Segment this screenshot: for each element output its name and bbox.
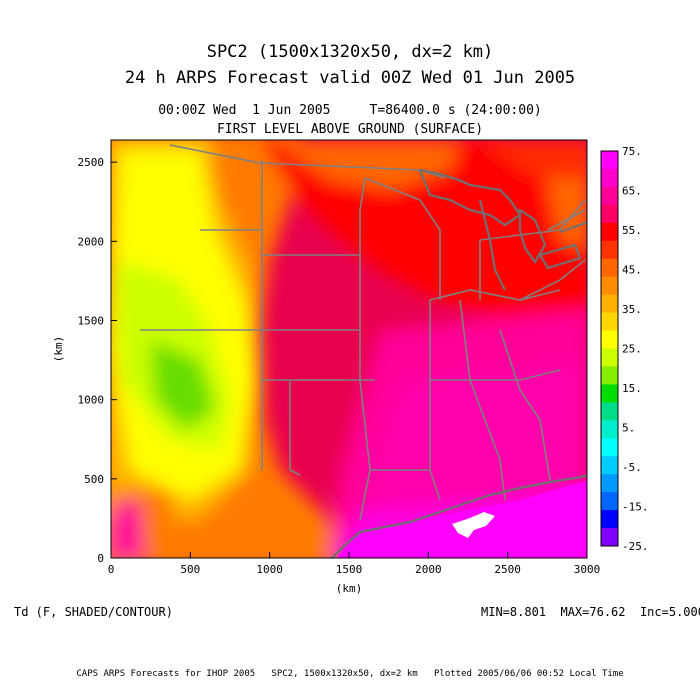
- x-tick-label: 500: [180, 563, 200, 576]
- y-tick-label: 0: [97, 552, 104, 565]
- y-tick-label: 500: [84, 473, 104, 486]
- colorbar-swatch: [601, 168, 618, 188]
- x-axis: 0 500 1000 1500 2000 2500 3000: [108, 552, 601, 576]
- colorbar-swatch: [601, 402, 618, 421]
- colorbar: 75. 65. 55. 45. 35. 25. 15. 5. -5. -15. -25.: [600, 145, 649, 553]
- y-tick-label: 2000: [78, 235, 105, 248]
- colorbar-swatch: [601, 312, 618, 332]
- colorbar-label: -15.: [622, 501, 649, 514]
- colorbar-swatch: [601, 348, 618, 367]
- colorbar-swatch: [601, 294, 618, 314]
- x-axis-label: (km): [336, 582, 363, 595]
- colorbar-swatch: [601, 456, 618, 475]
- colorbar-swatch: [601, 420, 618, 439]
- colorbar-swatch: [601, 366, 618, 385]
- x-tick-label: 1000: [256, 563, 283, 576]
- colorbar-swatch: [601, 474, 618, 493]
- colorbar-swatch: [601, 384, 618, 403]
- colorbar-label: 25.: [622, 343, 642, 356]
- colorbar-label: 65.: [622, 185, 642, 198]
- x-tick-label: 2500: [494, 563, 521, 576]
- x-tick-label: 0: [108, 563, 115, 576]
- colorbar-label: 15.: [622, 382, 642, 395]
- colorbar-swatch: [601, 528, 618, 547]
- colorbar-frame: [600, 150, 619, 547]
- colorbar-swatch: [601, 151, 618, 170]
- credit-line: CAPS ARPS Forecasts for IHOP 2005 SPC2, …: [76, 669, 624, 679]
- field-variable-label: Td (F, SHADED/CONTOUR): [14, 605, 173, 619]
- field-statistics: MIN=8.801 MAX=76.62 Inc=5.000: [481, 605, 700, 619]
- colorbar-label: 35.: [622, 303, 642, 316]
- y-axis-label: (km): [52, 336, 65, 363]
- colorbar-swatch: [601, 276, 618, 296]
- colorbar-swatch: [601, 492, 618, 511]
- y-tick-label: 1000: [78, 394, 105, 407]
- time-line: 00:00Z Wed 1 Jun 2005 T=86400.0 s (24:00…: [158, 103, 542, 118]
- y-axis: 0 500 1000 1500 2000 2500: [78, 156, 117, 565]
- colorbar-label: 5.: [622, 422, 635, 435]
- colorbar-swatch: [601, 204, 618, 224]
- colorbar-label: 75.: [622, 145, 642, 158]
- y-tick-label: 1500: [78, 315, 105, 328]
- colorbar-swatch: [601, 258, 618, 278]
- colorbar-swatch: [601, 240, 618, 260]
- coastlines: [330, 168, 587, 558]
- colorbar-swatch: [601, 222, 618, 242]
- colorbar-label: 45.: [622, 264, 642, 277]
- state-boundaries: [140, 144, 586, 521]
- colorbar-swatch: [601, 330, 618, 349]
- title-line-1: SPC2 (1500x1320x50, dx=2 km): [206, 42, 494, 62]
- colorbar-swatch: [601, 510, 618, 529]
- colorbar-swatch: [601, 438, 618, 457]
- colorbar-swatch: [601, 186, 618, 206]
- colorbar-label: 55.: [622, 224, 642, 237]
- colorbar-label: -25.: [622, 540, 649, 553]
- x-tick-label: 1500: [336, 563, 363, 576]
- level-line: FIRST LEVEL ABOVE GROUND (SURFACE): [216, 122, 484, 137]
- y-tick-label: 2500: [78, 156, 105, 169]
- x-tick-label: 2000: [415, 563, 442, 576]
- x-tick-label: 3000: [574, 563, 601, 576]
- dewpoint-field: [111, 140, 587, 558]
- colorbar-label: -5.: [622, 461, 642, 474]
- title-line-2: 24 h ARPS Forecast valid 00Z Wed 01 Jun …: [124, 68, 576, 88]
